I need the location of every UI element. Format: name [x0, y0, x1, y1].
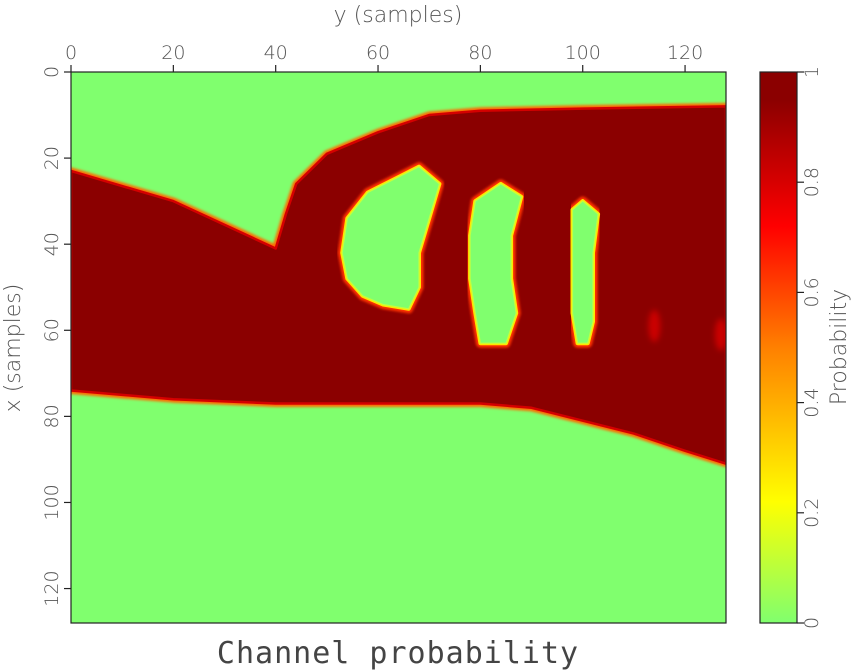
hole-3: [571, 200, 599, 344]
y-tick-label: 20: [41, 146, 63, 170]
colorbar-tick-label: 0.4: [801, 387, 823, 417]
y-tick-label: 40: [41, 232, 63, 256]
colorbar-tick-label: 1: [801, 66, 823, 78]
colorbar-ticks: 0 0.2 0.4 0.6 0.8 1: [797, 66, 823, 629]
faint-blob-2: [714, 318, 726, 351]
colorbar-tick-label: 0.2: [801, 498, 823, 528]
hole-2: [469, 183, 522, 344]
y-axis-ticks: 0 20 40 60 80 100 120: [41, 66, 71, 607]
y-tick-label: 60: [41, 318, 63, 342]
chart-title: Channel probability: [217, 636, 579, 671]
y-tick-label: 100: [41, 484, 63, 520]
x-tick-label: 80: [468, 42, 492, 64]
x-tick-label: 40: [264, 42, 288, 64]
colorbar-tick-label: 0: [801, 617, 823, 629]
x-tick-label: 120: [667, 42, 703, 64]
colorbar: [760, 72, 797, 623]
x-axis-ticks: 0 20 40 60 80 100 120: [65, 42, 703, 72]
colorbar-tick-label: 0.8: [801, 167, 823, 197]
colorbar-tick-label: 0.6: [801, 277, 823, 307]
y-tick-label: 0: [41, 66, 63, 78]
x-tick-label: 0: [65, 42, 77, 64]
x-tick-label: 100: [565, 42, 601, 64]
y-tick-label: 80: [41, 404, 63, 428]
x-tick-label: 20: [161, 42, 185, 64]
faint-blob-1: [648, 309, 661, 342]
colorbar-label: Probability: [827, 289, 852, 405]
heatmap-plot-area: [71, 72, 726, 623]
x-axis-label: y (samples): [334, 3, 463, 28]
x-tick-label: 60: [366, 42, 390, 64]
plot-frame: [70, 71, 727, 624]
colorbar-frame: [759, 71, 798, 624]
y-axis-label: x (samples): [1, 284, 26, 413]
hole-1: [341, 166, 440, 310]
channel-layer: [71, 102, 726, 468]
y-tick-label: 120: [41, 570, 63, 606]
